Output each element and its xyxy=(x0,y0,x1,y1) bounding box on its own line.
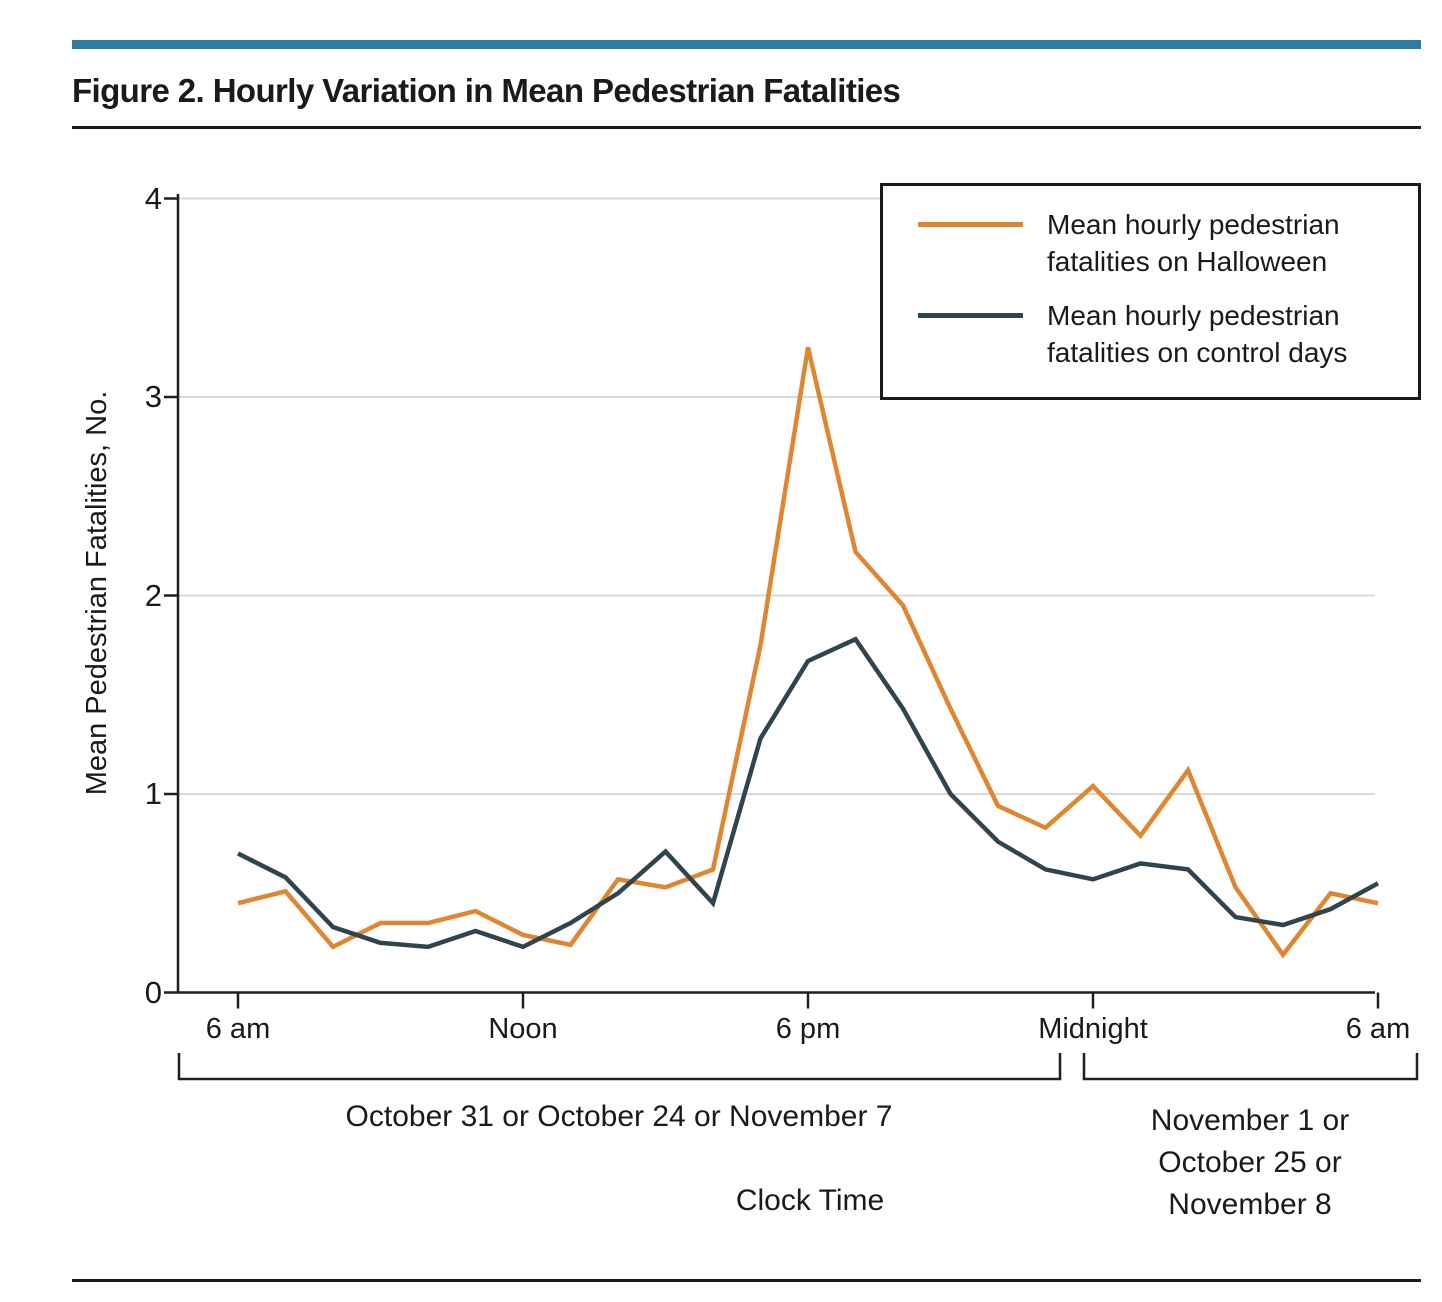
legend-entry-halloween: Mean hourly pedestrian fatalities on Hal… xyxy=(918,206,1408,280)
y-tick-label: 3 xyxy=(144,379,162,414)
x-tick-label: Noon xyxy=(488,1013,558,1045)
x-axis-title: Clock Time xyxy=(735,1184,885,1217)
halloween-line-swatch xyxy=(918,222,1023,227)
x-tick-label: 6 am xyxy=(205,1013,271,1045)
y-tick-label: 0 xyxy=(144,974,162,1010)
y-tick-label: 4 xyxy=(144,180,162,216)
x-tick-label: Midnight xyxy=(1038,1013,1148,1045)
bottom-divider xyxy=(72,1279,1421,1282)
y-tick-label: 1 xyxy=(144,776,162,811)
legend-label-halloween: Mean hourly pedestrian fatalities on Hal… xyxy=(1047,209,1340,277)
figure-title: Figure 2. Hourly Variation in Mean Pedes… xyxy=(72,72,901,109)
control-line-swatch xyxy=(918,313,1023,318)
legend: Mean hourly pedestrian fatalities on Hal… xyxy=(880,183,1421,400)
legend-label-control: Mean hourly pedestrian fatalities on con… xyxy=(1047,300,1348,368)
bracket-label-halloween-days: October 31 or October 24 or November 7 xyxy=(345,1100,893,1133)
title-divider xyxy=(72,126,1421,129)
legend-entry-control: Mean hourly pedestrian fatalities on con… xyxy=(918,297,1408,371)
x-tick-label: 6 pm xyxy=(775,1013,841,1045)
bracket-label-day-after: November 1 or October 25 or November 8 xyxy=(1150,1104,1350,1221)
y-tick-label: 2 xyxy=(144,577,162,613)
x-tick-label: 6 am xyxy=(1345,1013,1411,1045)
accent-bar xyxy=(72,40,1421,49)
